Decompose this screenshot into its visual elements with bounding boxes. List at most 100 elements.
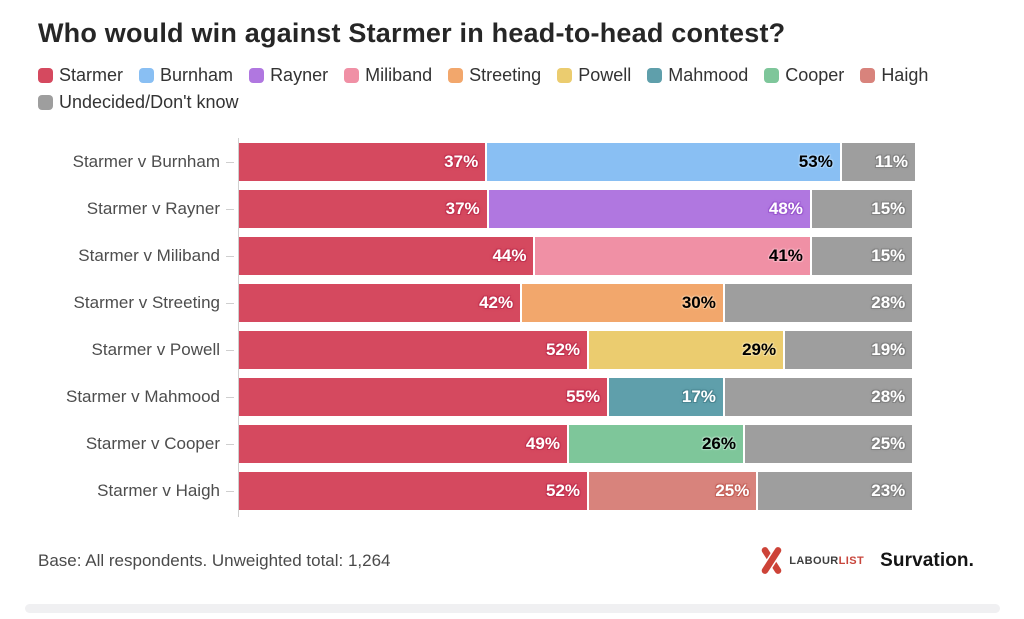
bar-stack: 55% 17% 28% [239,378,915,416]
bar-segment-starmer: 44% [239,237,534,275]
axis-tick [226,349,234,351]
segment-value-label: 23% [871,481,906,500]
bar-row-starmer-v-cooper: Starmer v Cooper 49% 26% 25% [38,425,986,463]
legend-swatch-streeting [448,67,464,83]
axis-tick [226,396,234,398]
segment-value-label: 28% [871,387,906,406]
legend-label: Powell [578,65,632,85]
bar-segment-undecided-don-t-know: 15% [811,190,913,228]
bar-rows: Starmer v Burnham 37% 53% 11% Starmer v Rayn… [38,143,986,510]
axis-tick [226,161,234,163]
legend-item-haigh: Haigh [860,64,928,86]
row-label: Starmer v Haigh [97,481,220,500]
bar-row-starmer-v-mahmood: Starmer v Mahmood 55% 17% 28% [38,378,986,416]
legend-swatch-starmer [38,67,53,83]
legend-label: Undecided/Don't know [59,92,239,112]
legend-swatch-cooper [764,67,780,83]
bar-segment-undecided-don-t-know: 11% [841,143,915,181]
bar-segment-undecided-don-t-know: 19% [785,331,913,369]
brand-logos: LABOUR LIST Survation. [758,546,986,575]
segment-value-label: 48% [768,199,803,218]
legend-swatch-miliband [344,67,360,83]
bar-row-starmer-v-miliband: Starmer v Miliband 44% 41% 15% [38,237,986,275]
segment-value-label: 55% [566,387,601,406]
legend-swatch-powell [557,67,573,83]
bar-segment-starmer: 52% [239,472,588,510]
legend-label: Haigh [881,65,929,85]
legend-label: Miliband [365,65,433,85]
row-label: Starmer v Burnham [72,152,220,171]
segment-value-label: 29% [742,340,777,359]
bar-segment-starmer: 52% [239,331,588,369]
bar-segment-burnham: 53% [487,143,840,181]
legend-item-powell: Powell [557,64,631,86]
legend-swatch-burnham [139,67,155,83]
legend-label: Burnham [160,65,234,85]
row-label: Starmer v Miliband [78,246,220,265]
survation-wordmark: Survation. [880,549,974,571]
chart-title: Who would win against Starmer in head-to… [38,18,786,48]
axis-tick [226,443,234,445]
bar-segment-rayner: 48% [488,190,810,228]
segment-value-label: 26% [701,434,736,453]
base-note: Base: All respondents. Unweighted total:… [38,550,391,570]
row-label: Starmer v Rayner [86,199,220,218]
row-label: Starmer v Mahmood [66,387,220,406]
legend-item-streeting: Streeting [448,64,541,86]
legend-item-undecided-don-t-know: Undecided/Don't know [38,91,239,113]
labourlist-x-icon [760,546,783,575]
labourlist-logo: LABOUR LIST [758,546,864,575]
bar-segment-undecided-don-t-know: 25% [744,425,913,463]
row-label: Starmer v Powell [91,340,220,359]
bar-stack: 52% 25% 23% [239,472,915,510]
legend-swatch-undecided-don-t-know [38,94,53,110]
axis-tick [226,302,234,304]
row-label: Starmer v Streeting [73,293,220,312]
segment-value-label: 17% [681,387,716,406]
segment-value-label: 30% [681,293,716,312]
segment-value-label: 15% [871,199,906,218]
row-label: Starmer v Cooper [85,434,220,453]
axis-tick [226,208,234,210]
legend-item-cooper: Cooper [764,64,844,86]
legend-item-miliband: Miliband [344,64,432,86]
bar-stack: 37% 48% 15% [239,190,915,228]
segment-value-label: 41% [768,246,803,265]
bar-segment-starmer: 37% [239,190,487,228]
bar-segment-undecided-don-t-know: 23% [758,472,913,510]
legend: Starmer Burnham Rayner Miliband Streeting Pow… [38,64,978,113]
legend-swatch-mahmood [647,67,663,83]
labourlist-wordmark-list: LIST [838,554,865,567]
bar-row-starmer-v-burnham: Starmer v Burnham 37% 53% 11% [38,143,986,181]
bar-segment-undecided-don-t-know: 28% [724,378,913,416]
bar-segment-haigh: 25% [589,472,757,510]
bar-segment-streeting: 30% [522,284,723,322]
segment-value-label: 25% [871,434,906,453]
segment-value-label: 15% [871,246,906,265]
bar-row-starmer-v-rayner: Starmer v Rayner 37% 48% 15% [38,190,986,228]
axis-tick [226,255,234,257]
segment-value-label: 52% [546,340,581,359]
bar-segment-starmer: 49% [239,425,567,463]
bar-segment-mahmood: 17% [609,378,723,416]
legend-label: Streeting [469,65,542,85]
segment-value-label: 37% [445,199,480,218]
legend-item-burnham: Burnham [139,64,233,86]
chart-card: Who would win against Starmer in head-to… [38,18,986,575]
segment-value-label: 53% [798,152,833,171]
labourlist-wordmark: LABOUR LIST [789,555,864,567]
bar-stack: 37% 53% 11% [239,143,915,181]
segment-value-label: 44% [492,246,527,265]
segment-value-label: 52% [546,481,581,500]
legend-label: Rayner [270,65,329,85]
segment-value-label: 28% [871,293,906,312]
axis-tick [226,490,234,492]
bar-segment-powell: 29% [589,331,784,369]
legend-label: Mahmood [668,65,749,85]
bar-segment-starmer: 55% [239,378,608,416]
bar-stack: 49% 26% 25% [239,425,915,463]
bottom-scroll-strip [25,604,1000,613]
y-axis-line [238,138,239,517]
bar-segment-undecided-don-t-know: 15% [811,237,913,275]
bar-segment-starmer: 37% [239,143,486,181]
